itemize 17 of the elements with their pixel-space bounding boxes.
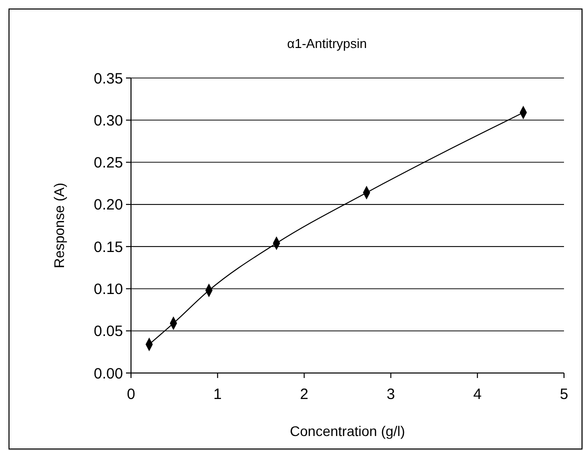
x-tick-label: 2 [300, 386, 308, 403]
y-tick-label: 0.10 [94, 280, 123, 298]
x-tick-label: 1 [213, 386, 222, 403]
x-axis-title: Concentration (g/l) [290, 423, 406, 439]
y-tick-label: 0.05 [94, 323, 123, 340]
x-tick-label: 3 [386, 386, 395, 403]
y-tick-label: 0.20 [94, 196, 123, 214]
y-axis-title: Response (A) [51, 182, 67, 268]
y-tick-label: 0.25 [94, 154, 123, 172]
y-tick-label: 0.15 [94, 238, 123, 256]
x-tick-label: 5 [560, 386, 568, 403]
x-tick-label: 0 [126, 386, 136, 403]
y-tick-label: 0.35 [94, 70, 123, 88]
chart-title: α1-Antitrypsin [287, 36, 367, 51]
y-tick-label: 0.30 [94, 112, 123, 130]
x-tick-label: 4 [473, 386, 482, 403]
y-tick-label: 0.00 [94, 365, 123, 382]
